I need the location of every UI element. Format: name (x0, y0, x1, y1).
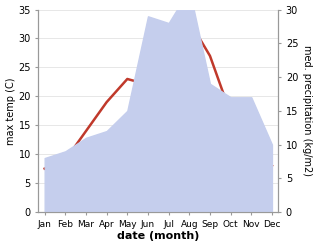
X-axis label: date (month): date (month) (117, 231, 199, 242)
Y-axis label: max temp (C): max temp (C) (5, 77, 16, 144)
Y-axis label: med. precipitation (kg/m2): med. precipitation (kg/m2) (302, 45, 313, 176)
